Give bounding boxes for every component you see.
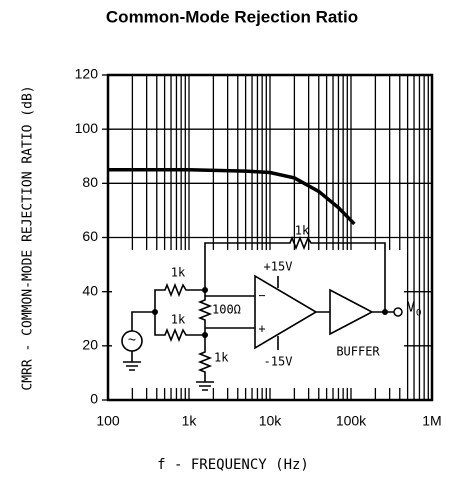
y-tick-label: 40 — [82, 282, 98, 298]
resistor-label: 1k — [295, 224, 310, 238]
x-tick-label: 100 — [96, 413, 120, 429]
node — [382, 309, 388, 315]
cmrr-curve — [108, 168, 356, 226]
y-tick-label: 120 — [75, 66, 99, 82]
node — [202, 332, 208, 338]
y-tick-label: 20 — [82, 337, 98, 353]
resistor-label: 100Ω — [212, 303, 241, 317]
input-sign: − — [258, 289, 265, 303]
chart-title: Common-Mode Rejection Ratio — [106, 7, 358, 26]
node — [202, 287, 208, 293]
x-tick-label: 10k — [259, 413, 283, 429]
output-terminal — [393, 307, 403, 317]
supply-label: -15V — [264, 355, 293, 369]
opamp — [254, 274, 318, 350]
ground — [123, 351, 141, 371]
x-tick-label: 1k — [182, 413, 198, 429]
output-label-sub: O — [416, 309, 421, 319]
node — [152, 309, 158, 315]
x-axis-label: f - FREQUENCY (Hz) — [157, 457, 309, 473]
supply-label: +15V — [264, 260, 293, 274]
x-tick-label: 1M — [422, 413, 441, 429]
source-symbol: ~ — [128, 332, 136, 348]
opamp-inputs — [205, 295, 255, 329]
circuit-background — [112, 250, 404, 388]
input-wires — [131, 282, 205, 343]
resistor-label: 1k — [171, 313, 186, 327]
x-tick-label: 100k — [336, 413, 367, 429]
buffer-label: BUFFER — [336, 345, 380, 359]
feedback-wire — [204, 235, 386, 312]
y-tick-label: 60 — [82, 228, 98, 244]
resistor-label: 1k — [214, 351, 229, 365]
input-sign: + — [258, 322, 265, 336]
circuit: ~ 1k 1k 1k 1k 100Ω +15V -15V − + BUFFER … — [112, 224, 421, 391]
output-label: V — [407, 301, 415, 316]
y-axis-label: CMRR - COMMON-MODE REJECTION RATIO (dB) — [21, 85, 36, 390]
y-tick-label: 100 — [75, 120, 99, 136]
resistor-label: 1k — [171, 266, 186, 280]
y-tick-label: 80 — [82, 174, 98, 190]
y-tick-label: 0 — [90, 391, 98, 407]
